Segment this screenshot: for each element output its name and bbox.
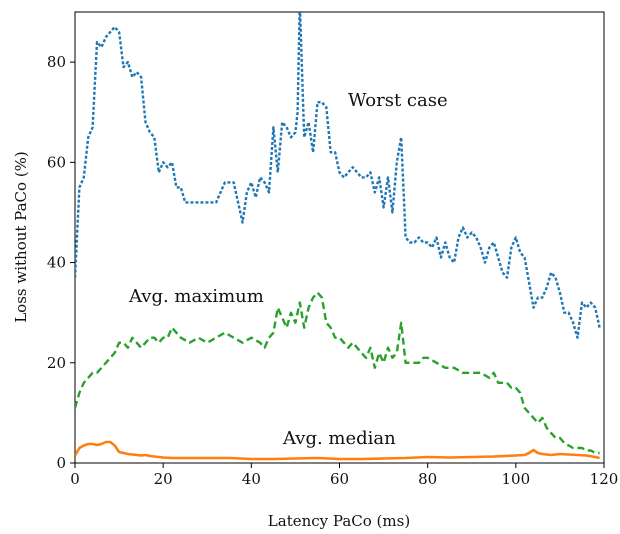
- series-line-worst-case: [75, 12, 601, 339]
- plot-area: [74, 11, 605, 464]
- y-tick-label: 20: [47, 354, 66, 372]
- axes-layer: 0 20 40 60 80 100 120 0 20 40 60 80: [47, 53, 618, 488]
- annotation-worst-case: Worst case: [348, 90, 448, 111]
- series-line-avg-maximum: [75, 291, 600, 455]
- y-axis-label: Loss without PaCo (%): [12, 151, 30, 323]
- series-line-avg-median: [75, 440, 600, 461]
- x-tick-label: 80: [418, 470, 437, 488]
- annotation-layer: Worst case Avg. maximum Avg. median: [128, 90, 448, 449]
- y-tick-label: 60: [47, 153, 66, 171]
- x-tick-label: 60: [330, 470, 349, 488]
- y-tick-label: 0: [56, 454, 66, 472]
- x-tick-label: 0: [70, 470, 80, 488]
- series-layer: [75, 12, 601, 461]
- x-tick-label: 120: [590, 470, 619, 488]
- x-tick-label: 20: [154, 470, 173, 488]
- x-tick-label: 100: [502, 470, 531, 488]
- x-tick-label: 40: [242, 470, 261, 488]
- annotation-avg-median: Avg. median: [282, 428, 396, 449]
- y-tick-label: 80: [47, 53, 66, 71]
- x-axis-label: Latency PaCo (ms): [268, 512, 410, 530]
- plot-frame: [74, 11, 605, 464]
- annotation-avg-maximum: Avg. maximum: [128, 286, 264, 307]
- y-tick-label: 40: [47, 254, 66, 272]
